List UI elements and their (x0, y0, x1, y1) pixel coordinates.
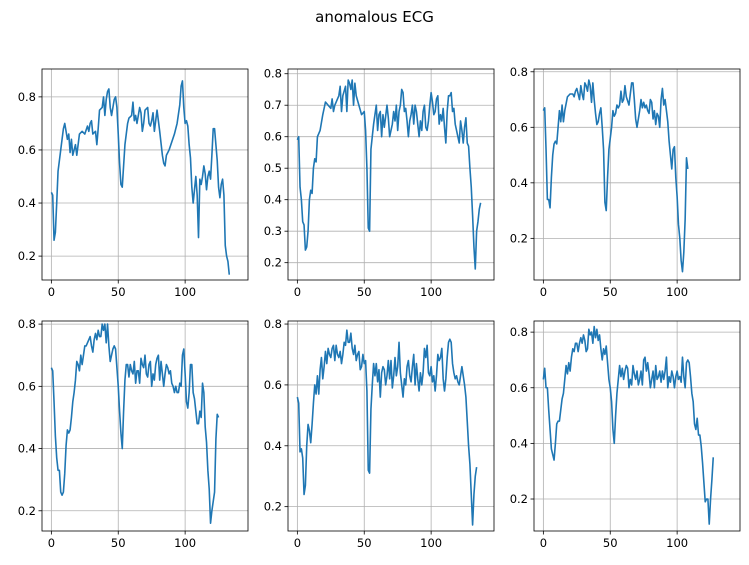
x-tick-label: 50 (603, 536, 618, 550)
x-tick-label: 50 (111, 536, 126, 550)
x-tick-label: 0 (294, 536, 301, 550)
y-tick-label: 0.4 (18, 442, 36, 456)
ecg-series-line (50, 80, 231, 275)
y-tick-label: 0.6 (264, 378, 282, 392)
y-tick-label: 0.2 (510, 492, 528, 506)
axes-frame (533, 68, 741, 281)
x-tick-label: 100 (174, 285, 196, 299)
y-tick-label: 0.6 (18, 379, 36, 393)
y-tick-label: 0.7 (264, 98, 282, 112)
x-tick-label: 100 (666, 285, 688, 299)
x-tick-label: 50 (603, 285, 618, 299)
y-tick-label: 0.2 (18, 249, 36, 263)
x-tick-label: 50 (111, 285, 126, 299)
y-tick-label: 0.8 (510, 65, 528, 79)
x-tick-label: 0 (48, 536, 55, 550)
subplot-1: 0 50 100 0.2 0.4 0.6 0.8 (18, 68, 249, 299)
x-tick-label: 50 (357, 285, 372, 299)
figure-title: anomalous ECG (315, 8, 434, 26)
x-tick-label: 50 (357, 536, 372, 550)
subplot-2: 0 50 100 0.2 0.3 0.4 0.5 0.6 0.7 0.8 (264, 67, 495, 299)
y-tick-label: 0.2 (18, 504, 36, 518)
axes-frame (287, 320, 495, 532)
y-tick-label: 0.8 (18, 90, 36, 104)
y-tick-label: 0.8 (510, 325, 528, 339)
y-tick-label: 0.8 (264, 67, 282, 81)
y-tick-label: 0.2 (264, 256, 282, 270)
y-tick-label: 0.4 (264, 439, 282, 453)
y-tick-label: 0.3 (264, 224, 282, 238)
y-tick-label: 0.8 (18, 317, 36, 331)
y-tick-label: 0.4 (510, 436, 528, 450)
axes-frame (533, 320, 741, 532)
x-tick-label: 0 (48, 285, 55, 299)
ecg-series-line (542, 79, 689, 273)
x-tick-label: 100 (420, 536, 442, 550)
y-tick-label: 0.8 (264, 317, 282, 331)
x-tick-label: 0 (294, 285, 301, 299)
y-tick-label: 0.6 (264, 130, 282, 144)
ecg-series-line (542, 325, 715, 525)
y-tick-label: 0.4 (264, 193, 282, 207)
axes-frame (287, 68, 495, 281)
y-tick-label: 0.6 (18, 143, 36, 157)
subplot-3: 0 50 100 0.2 0.4 0.6 0.8 (510, 65, 741, 299)
y-tick-label: 0.2 (510, 231, 528, 245)
axes-frame (41, 320, 249, 532)
x-tick-label: 100 (666, 536, 688, 550)
x-tick-label: 0 (540, 285, 547, 299)
x-tick-label: 100 (174, 536, 196, 550)
ecg-series-line (50, 323, 220, 525)
y-tick-label: 0.4 (18, 196, 36, 210)
axes-frame (41, 68, 249, 281)
subplot-4: 0 50 100 0.2 0.4 0.6 0.8 (18, 317, 249, 550)
y-tick-label: 0.2 (264, 500, 282, 514)
subplot-6: 0 50 100 0.2 0.4 0.6 0.8 (510, 320, 741, 550)
x-tick-label: 100 (420, 285, 442, 299)
x-tick-label: 0 (540, 536, 547, 550)
y-tick-label: 0.6 (510, 120, 528, 134)
y-tick-label: 0.5 (264, 161, 282, 175)
subplot-5: 0 50 100 0.2 0.4 0.6 0.8 (264, 317, 495, 550)
y-tick-label: 0.4 (510, 176, 528, 190)
y-tick-label: 0.6 (510, 381, 528, 395)
ecg-series-line (296, 79, 482, 270)
ecg-series-line (296, 329, 478, 526)
